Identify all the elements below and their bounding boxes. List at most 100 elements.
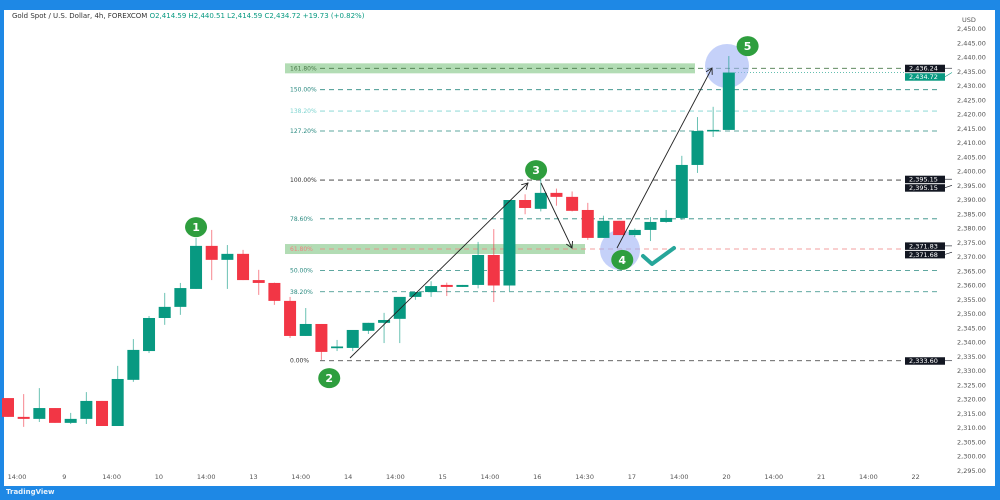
fib-level-label: 61.80% bbox=[290, 246, 313, 253]
price-badge-text: 2,371.68 bbox=[909, 251, 938, 259]
price-badge-text: 2,371.83 bbox=[909, 242, 938, 250]
candle bbox=[205, 229, 218, 281]
candle bbox=[2, 398, 14, 417]
candle bbox=[456, 284, 469, 287]
candle-body bbox=[33, 408, 46, 419]
candle bbox=[80, 392, 93, 425]
x-tick-label: 21 bbox=[817, 473, 825, 481]
candle-body bbox=[503, 200, 516, 286]
wave-label-circle bbox=[185, 217, 208, 238]
price-badge-bg bbox=[905, 73, 945, 81]
candle-body bbox=[315, 323, 328, 352]
y-tick-label: 2,415.00 bbox=[957, 125, 986, 133]
wave5-zone-highlight bbox=[705, 44, 749, 88]
checkmark-icon bbox=[641, 246, 676, 266]
x-tick-label: 14 bbox=[344, 473, 352, 481]
y-tick-label: 2,325.00 bbox=[957, 381, 986, 389]
candle bbox=[440, 282, 453, 297]
wave-arrow bbox=[616, 68, 712, 249]
x-tick-label: 14:00 bbox=[481, 473, 500, 481]
price-badge-bg bbox=[905, 175, 945, 184]
tradingview-logo: TradingView bbox=[6, 488, 55, 496]
candle bbox=[362, 322, 375, 334]
candle-body bbox=[158, 306, 171, 318]
candle bbox=[378, 312, 391, 344]
candle bbox=[284, 296, 297, 338]
candle-body bbox=[17, 416, 30, 419]
candle-body bbox=[456, 284, 469, 287]
wave-label-number: 5 bbox=[744, 40, 752, 53]
candle-body bbox=[252, 280, 265, 283]
currency-label: USD bbox=[962, 16, 976, 24]
candle-body bbox=[707, 129, 720, 132]
y-tick-label: 2,370.00 bbox=[957, 253, 986, 261]
candle-body bbox=[581, 209, 594, 238]
candle-body bbox=[487, 255, 500, 286]
candle bbox=[252, 269, 265, 295]
x-tick-label: 14:00 bbox=[764, 473, 783, 481]
fib-level-label: 150.00% bbox=[290, 87, 317, 94]
y-tick-label: 2,355.00 bbox=[957, 296, 986, 304]
wave-arrow bbox=[540, 182, 572, 248]
x-tick-label: 15 bbox=[439, 473, 447, 481]
fib-highlight-band bbox=[285, 244, 585, 255]
price-badge-text: 2,436.24 bbox=[909, 65, 938, 73]
candle bbox=[425, 281, 438, 297]
candle bbox=[190, 237, 203, 289]
price-badge-text: 2,395.15 bbox=[909, 184, 938, 192]
y-tick-label: 2,445.00 bbox=[957, 39, 986, 47]
candle bbox=[96, 400, 109, 427]
y-tick-label: 2,380.00 bbox=[957, 225, 986, 233]
x-tick-label: 17 bbox=[628, 473, 636, 481]
candle-body bbox=[205, 245, 218, 260]
fib-level-label: 78.60% bbox=[290, 216, 313, 223]
candle-body bbox=[221, 253, 234, 260]
x-tick-label: 22 bbox=[912, 473, 920, 481]
candle bbox=[331, 339, 344, 352]
candle bbox=[519, 194, 532, 215]
candle bbox=[550, 188, 563, 206]
x-tick-label: 16 bbox=[533, 473, 541, 481]
x-tick-label: 14:30 bbox=[575, 473, 594, 481]
candle-body bbox=[675, 164, 688, 218]
candle-body bbox=[64, 418, 77, 423]
x-tick-label: 20 bbox=[722, 473, 730, 481]
candle bbox=[127, 339, 140, 382]
candle bbox=[566, 191, 579, 212]
x-tick-label: 14:00 bbox=[197, 473, 216, 481]
wave-label-4: 4 bbox=[611, 249, 634, 270]
candle bbox=[487, 229, 500, 303]
candle bbox=[393, 296, 406, 344]
candle bbox=[268, 282, 281, 305]
price-badge: 2,371.68 bbox=[905, 250, 953, 259]
y-tick-label: 2,435.00 bbox=[957, 68, 986, 76]
price-badge: 2,436.24 bbox=[905, 65, 952, 73]
y-tick-label: 2,330.00 bbox=[957, 367, 986, 375]
candle-body bbox=[346, 329, 359, 348]
y-tick-label: 2,425.00 bbox=[957, 96, 986, 104]
wave-label-number: 1 bbox=[192, 221, 200, 234]
candle-body bbox=[393, 296, 406, 319]
candle bbox=[534, 176, 547, 212]
candle bbox=[581, 202, 594, 240]
y-tick-label: 2,395.00 bbox=[957, 182, 986, 190]
y-tick-label: 2,300.00 bbox=[957, 453, 986, 461]
candle bbox=[628, 228, 641, 238]
candle bbox=[472, 241, 485, 289]
candle bbox=[660, 209, 673, 223]
candle bbox=[346, 329, 359, 352]
candle-body bbox=[127, 349, 140, 380]
candle-body bbox=[237, 253, 250, 281]
x-tick-label: 14:00 bbox=[859, 473, 878, 481]
candle bbox=[174, 282, 187, 315]
candle-body bbox=[2, 398, 14, 417]
y-tick-label: 2,295.00 bbox=[957, 467, 986, 475]
y-tick-label: 2,405.00 bbox=[957, 153, 986, 161]
candle bbox=[691, 117, 704, 173]
candle bbox=[49, 408, 62, 423]
candle-body bbox=[472, 255, 485, 285]
x-tick-label: 14:00 bbox=[102, 473, 121, 481]
price-badge-bg bbox=[905, 250, 945, 259]
candle bbox=[33, 388, 46, 423]
